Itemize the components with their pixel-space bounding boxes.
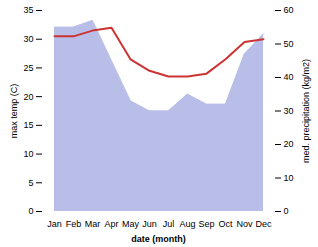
svg-text:Nov: Nov: [236, 219, 253, 229]
svg-text:5: 5: [28, 178, 33, 188]
svg-text:max temp (C): max temp (C): [9, 84, 19, 139]
svg-text:10: 10: [23, 149, 33, 159]
svg-text:Feb: Feb: [66, 219, 82, 229]
svg-text:25: 25: [23, 63, 33, 73]
svg-text:50: 50: [284, 39, 294, 49]
svg-text:Sep: Sep: [198, 219, 214, 229]
svg-text:Aug: Aug: [179, 219, 195, 229]
svg-text:20: 20: [284, 139, 294, 149]
svg-text:0: 0: [284, 206, 289, 216]
svg-text:Jun: Jun: [142, 219, 157, 229]
svg-text:30: 30: [23, 34, 33, 44]
svg-text:60: 60: [284, 5, 294, 15]
svg-text:0: 0: [28, 206, 33, 216]
svg-text:Jan: Jan: [47, 219, 62, 229]
svg-text:Jul: Jul: [163, 219, 175, 229]
svg-text:30: 30: [284, 106, 294, 116]
svg-text:Dec: Dec: [255, 219, 272, 229]
svg-text:date (month): date (month): [131, 234, 186, 244]
svg-text:Oct: Oct: [218, 219, 233, 229]
svg-text:May: May: [122, 219, 140, 229]
svg-text:Mar: Mar: [85, 219, 101, 229]
svg-text:10: 10: [284, 173, 294, 183]
svg-text:20: 20: [23, 92, 33, 102]
svg-text:35: 35: [23, 5, 33, 15]
svg-text:med. precipitation (kg/m2): med. precipitation (kg/m2): [301, 59, 311, 163]
svg-text:15: 15: [23, 120, 33, 130]
svg-text:Apr: Apr: [104, 219, 118, 229]
svg-text:40: 40: [284, 72, 294, 82]
